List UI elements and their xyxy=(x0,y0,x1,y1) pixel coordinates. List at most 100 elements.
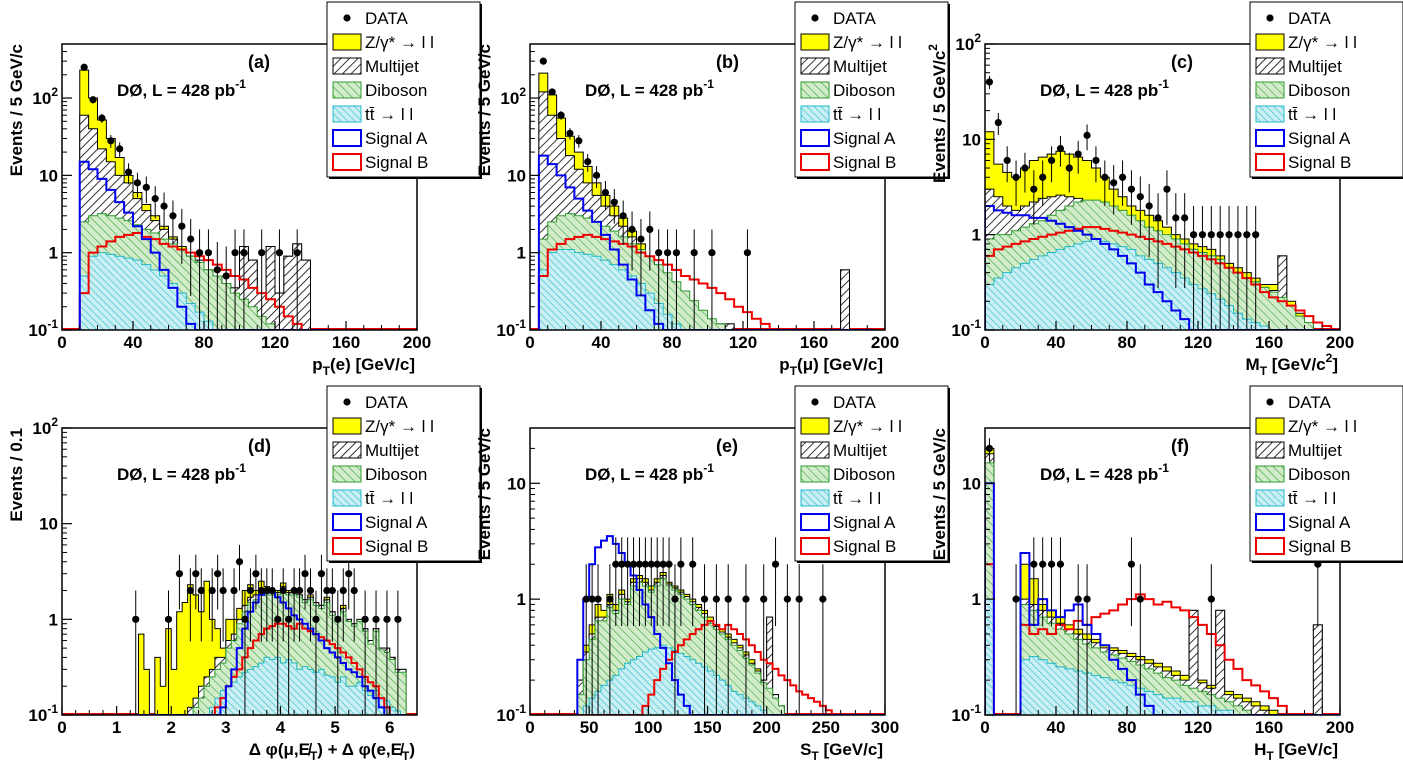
legend: DATA Z/γ* → l l Multijet Diboson tt̄ → l l Si… xyxy=(326,385,482,563)
data-point xyxy=(588,595,596,603)
y-tick-label: 10 xyxy=(962,474,981,493)
x-tick-label: 6 xyxy=(385,718,394,737)
data-point xyxy=(1056,560,1065,568)
legend-label: tt̄ → l l xyxy=(833,489,881,508)
x-axis-title: pT(e) [GeV/c] xyxy=(312,355,415,378)
signal-a-line xyxy=(133,589,407,715)
data-point xyxy=(771,560,780,568)
data-point xyxy=(677,560,685,568)
panel-tag: (d) xyxy=(248,436,271,456)
data-point xyxy=(1127,185,1136,193)
data-point xyxy=(783,595,791,603)
lumi-annotation: DØ, L = 428 pb-1 xyxy=(1040,77,1169,100)
data-point xyxy=(1216,231,1224,239)
legend-label: Signal A xyxy=(365,513,428,532)
data-point xyxy=(1012,173,1020,181)
legend-label: Z/γ* → l l xyxy=(1288,417,1357,436)
legend: DATA Z/γ* → l l Multijet Diboson tt̄ → l l Si… xyxy=(794,385,950,563)
legend-label: tt̄ → l l xyxy=(365,489,413,508)
data-point xyxy=(575,137,583,145)
legend-label: DATA xyxy=(1288,9,1331,28)
data-point xyxy=(98,114,106,122)
legend-swatch-diboson xyxy=(1255,81,1285,99)
x-tick-label: 120 xyxy=(261,333,289,352)
data-point xyxy=(394,615,402,623)
data-point xyxy=(582,595,590,603)
legend-swatch-signal xyxy=(332,129,362,147)
data-point xyxy=(328,586,336,595)
data-point xyxy=(169,212,177,220)
data-point xyxy=(187,235,195,243)
legend-label: Z/γ* → l l xyxy=(1288,33,1357,52)
panel-c: 0 40 80 120 160 200 10-1 1 10 102 Events / 5 GeV/c… xyxy=(926,1,1403,378)
x-tick-label: 40 xyxy=(1047,333,1066,352)
x-tick-label: 0 xyxy=(980,718,989,737)
x-tick-label: 80 xyxy=(1118,333,1137,352)
legend-swatch-zgamma xyxy=(800,417,830,435)
x-tick-label: 1 xyxy=(112,718,121,737)
data-point xyxy=(317,570,326,578)
legend-label: Z/γ* → l l xyxy=(833,417,902,436)
x-tick-label: 200 xyxy=(1326,718,1354,737)
data-point xyxy=(641,560,649,568)
panel-tag: (a) xyxy=(248,52,270,72)
y-tick-label: 1 xyxy=(972,226,981,245)
legend-swatch-multijet xyxy=(332,441,362,459)
y-tick-label: 10-1 xyxy=(28,317,58,340)
legend-label: Signal A xyxy=(365,129,428,148)
data-point xyxy=(361,615,369,623)
legend-swatch-zgamma xyxy=(800,33,830,51)
legend-label: DATA xyxy=(833,9,876,28)
legend-swatch-ttbar xyxy=(1255,489,1285,507)
data-point xyxy=(1074,595,1082,603)
legend-label: Multijet xyxy=(365,441,419,460)
data-point xyxy=(107,137,115,145)
legend-swatch-data xyxy=(343,398,351,406)
signal-a-line xyxy=(537,154,877,330)
x-tick-label: 0 xyxy=(525,718,534,737)
data-point xyxy=(646,225,654,234)
data-point xyxy=(252,570,260,578)
y-tick-exponent: -1 xyxy=(515,317,526,331)
legend-swatch-multijet xyxy=(1255,57,1285,75)
data-point xyxy=(619,212,627,220)
data-point xyxy=(274,615,282,623)
y-tick-label: 10 xyxy=(962,130,981,149)
legend-label: Multijet xyxy=(833,441,887,460)
y-tick-exponent: 2 xyxy=(51,85,58,99)
data-point xyxy=(197,586,205,595)
y-tick-exponent: -1 xyxy=(970,702,981,716)
data-point xyxy=(700,595,709,603)
y-tick-label: 10 xyxy=(39,515,58,534)
legend-label: Signal B xyxy=(833,537,896,556)
legend-label: Signal B xyxy=(365,153,428,172)
legend-label: DATA xyxy=(833,393,876,412)
y-tick-exponent: -1 xyxy=(47,317,58,331)
legend-label: DATA xyxy=(365,393,408,412)
y-tick-label: 10-1 xyxy=(951,702,981,725)
data-point xyxy=(1092,156,1100,165)
y-tick-exponent: 2 xyxy=(51,415,58,429)
data-point xyxy=(246,586,255,595)
data-point xyxy=(133,179,142,187)
x-tick-label: 80 xyxy=(195,333,214,352)
y-tick-exponent: 2 xyxy=(974,31,981,45)
data-point xyxy=(994,118,1002,127)
y-tick-exponent: -1 xyxy=(515,702,526,716)
data-point xyxy=(1172,214,1180,222)
legend-swatch-ttbar xyxy=(332,105,362,123)
legend-swatch-signal xyxy=(800,153,830,171)
legend-swatch-diboson xyxy=(1255,465,1285,483)
data-point xyxy=(1207,231,1215,239)
legend: DATA Z/γ* → l l Multijet Diboson tt̄ → l l Si… xyxy=(1249,1,1403,179)
y-tick-label: 10-1 xyxy=(951,317,981,340)
data-point xyxy=(213,266,221,274)
legend-swatch-zgamma xyxy=(1255,417,1285,435)
legend-swatch-diboson xyxy=(800,81,830,99)
legend-label: Signal A xyxy=(1288,513,1351,532)
data-point xyxy=(601,188,610,197)
data-point xyxy=(345,570,353,578)
legend-label: Diboson xyxy=(833,81,895,100)
legend-swatch-multijet xyxy=(800,57,830,75)
